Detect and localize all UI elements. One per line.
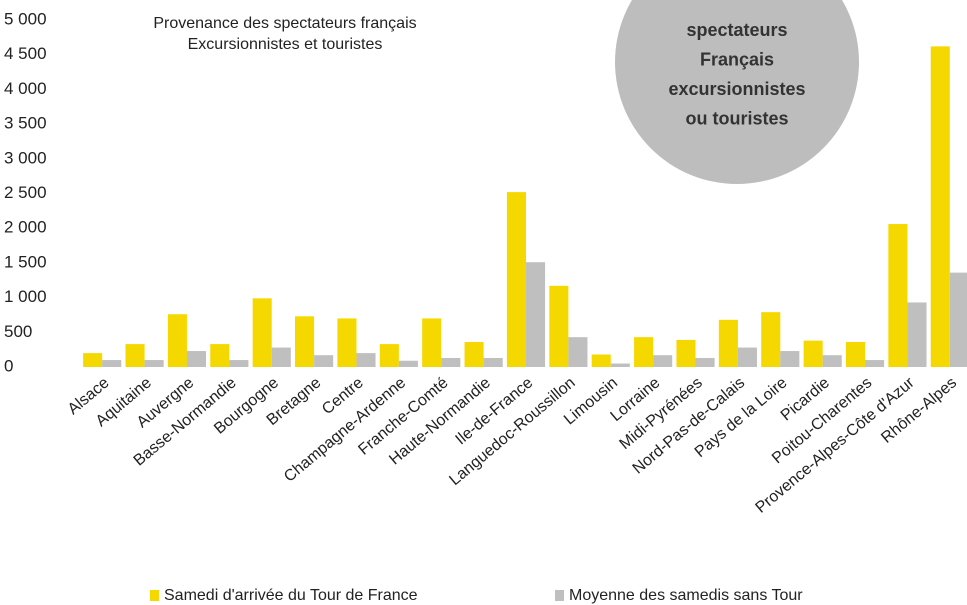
bar <box>888 224 908 367</box>
bar <box>803 340 823 367</box>
bar <box>610 363 630 367</box>
y-tick-label: 4 000 <box>4 79 47 98</box>
bar <box>314 355 334 367</box>
bar <box>83 353 103 367</box>
annotation: excursionnistes <box>668 79 805 99</box>
bar <box>422 318 442 367</box>
chart-title: Excursionnistes et touristes <box>188 36 383 53</box>
y-tick-label: 2 000 <box>4 218 47 237</box>
bar <box>186 351 207 367</box>
y-tick-label: 3 000 <box>4 148 47 167</box>
bar <box>822 355 842 367</box>
y-tick-label: 4 500 <box>4 44 47 63</box>
bar <box>737 347 757 367</box>
bar <box>144 360 164 367</box>
bar <box>210 344 230 367</box>
bar <box>125 344 145 367</box>
bar <box>102 360 122 367</box>
bar <box>464 342 484 367</box>
bar <box>634 337 654 367</box>
annotation: spectateurs <box>686 20 787 40</box>
bar <box>845 342 866 367</box>
bar <box>549 285 569 367</box>
legend-swatch <box>150 590 159 601</box>
x-tick-label: Rhône-Alpes <box>878 374 960 446</box>
bar <box>252 298 272 367</box>
bar <box>337 318 357 367</box>
bar <box>295 316 315 367</box>
bar <box>676 339 696 367</box>
y-tick-label: 5 000 <box>4 9 47 28</box>
bar <box>526 262 546 367</box>
bar <box>695 357 715 367</box>
bar <box>568 337 588 367</box>
y-tick-label: 1 500 <box>4 252 47 271</box>
bar <box>653 355 673 367</box>
chart-title: Provenance des spectateurs français <box>153 15 416 32</box>
bar <box>483 357 503 367</box>
bar <box>865 360 885 367</box>
legend-label: Samedi d'arrivée du Tour de France <box>164 587 418 604</box>
annotation: ou touristes <box>685 108 788 128</box>
bar <box>780 351 800 367</box>
bar <box>229 360 249 367</box>
bar <box>441 357 461 367</box>
bar <box>398 360 418 367</box>
y-tick-label: 500 <box>4 322 32 341</box>
bar <box>506 192 526 367</box>
legend-swatch <box>555 590 564 601</box>
bar <box>949 272 967 367</box>
y-tick-label: 3 500 <box>4 114 47 133</box>
y-tick-label: 0 <box>4 356 13 375</box>
annotation-circle <box>615 0 859 184</box>
annotation: Français <box>700 49 774 69</box>
bar <box>718 319 738 367</box>
bar <box>356 353 376 367</box>
bar <box>379 344 399 367</box>
y-tick-label: 2 500 <box>4 183 47 202</box>
bar <box>591 354 611 367</box>
bar <box>930 46 950 367</box>
bar <box>271 347 291 367</box>
bar <box>761 312 781 367</box>
bar <box>167 314 187 367</box>
legend-label: Moyenne des samedis sans Tour <box>569 587 803 604</box>
y-tick-label: 1 000 <box>4 287 47 306</box>
bar <box>907 302 927 367</box>
